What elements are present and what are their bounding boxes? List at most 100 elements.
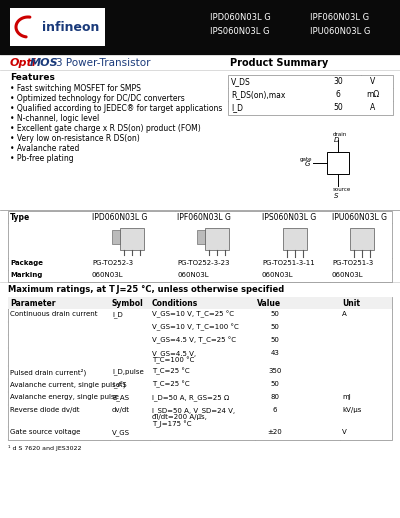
Text: • Fast switching MOSFET for SMPS: • Fast switching MOSFET for SMPS [10,84,141,93]
Text: I_AS: I_AS [112,381,127,388]
Bar [10,8,105,46]
Text: PG-TO252-3: PG-TO252-3 [92,260,133,266]
Text: • Pb-free plating: • Pb-free plating [10,154,74,163]
Text: IPD060N03L G: IPD060N03L G [92,213,147,222]
Text: MOS: MOS [30,58,59,68]
Text: • N-channel, logic level: • N-channel, logic level [10,114,99,123]
Text: G: G [304,161,310,167]
Text: 060N03L: 060N03L [262,272,294,278]
Text: 060N03L: 060N03L [332,272,364,278]
Text: 6: 6 [273,407,277,413]
Text: gate: gate [300,157,312,162]
Bar [350,228,374,250]
Text: ±20: ±20 [268,429,282,435]
Text: IPU060N03L G: IPU060N03L G [332,213,387,222]
Text: 3 Power-Transistor: 3 Power-Transistor [56,58,150,68]
Text: mJ: mJ [342,394,351,400]
Bar [283,228,307,250]
Text: I_SD=50 A, V_SD=24 V,: I_SD=50 A, V_SD=24 V, [152,407,235,414]
Text: 060N03L: 060N03L [177,272,209,278]
Text: ¹ d S 7620 and JES3022: ¹ d S 7620 and JES3022 [8,445,82,451]
Bar [8,211,392,282]
Text: • Avalanche rated: • Avalanche rated [10,144,79,153]
Text: Avalanche energy, single pulse: Avalanche energy, single pulse [10,394,119,400]
Text: I_D,pulse: I_D,pulse [112,368,144,375]
Text: IPF060N03L G: IPF060N03L G [310,13,369,22]
Text: I_D: I_D [112,311,123,318]
Bar [197,230,205,244]
Text: Symbol: Symbol [112,299,144,308]
Bar [8,297,392,309]
Bar [8,297,392,309]
Text: T_J=175 °C: T_J=175 °C [152,421,192,428]
Bar [205,228,229,250]
Text: • Excellent gate charge x R DS(on) product (FOM): • Excellent gate charge x R DS(on) produ… [10,124,201,133]
Text: T_C=25 °C: T_C=25 °C [152,368,190,376]
Text: IPF060N03L G: IPF060N03L G [177,213,231,222]
Text: Product Summary: Product Summary [230,58,328,68]
Text: T_C=25 °C: T_C=25 °C [152,381,190,388]
Text: Unit: Unit [342,299,360,308]
Text: Type: Type [10,213,30,222]
Text: source: source [333,187,351,192]
Text: Marking: Marking [10,272,42,278]
Text: E_AS: E_AS [112,394,129,401]
Text: Maximum ratings, at T J=25 °C, unless otherwise specified: Maximum ratings, at T J=25 °C, unless ot… [8,285,284,294]
Text: D: D [333,137,339,143]
Text: 50: 50 [270,324,280,330]
Text: infineon: infineon [42,21,99,34]
Text: drain: drain [333,132,347,137]
Text: Package: Package [10,260,43,266]
Text: V_GS=4.5 V, T_C=25 °C: V_GS=4.5 V, T_C=25 °C [152,337,236,344]
Text: di/dt=200 A/μs,: di/dt=200 A/μs, [152,414,207,420]
Text: A: A [342,311,347,317]
Bar [8,211,392,223]
Text: kV/μs: kV/μs [342,407,361,413]
Text: Avalanche current, single pulse²): Avalanche current, single pulse²) [10,381,126,388]
Text: Continuous drain current: Continuous drain current [10,311,98,317]
Bar [0,0,400,55]
Text: R_DS(on),max: R_DS(on),max [231,90,285,99]
Text: PG-TO251-3: PG-TO251-3 [332,260,373,266]
Text: • Very low on-resistance R DS(on): • Very low on-resistance R DS(on) [10,134,140,143]
Text: IPU060N03L G: IPU060N03L G [310,27,370,36]
Text: V_GS: V_GS [112,429,130,436]
Text: T_C=100 °C: T_C=100 °C [152,357,194,365]
Text: 43: 43 [270,350,280,356]
Text: • Optimized technology for DC/DC converters: • Optimized technology for DC/DC convert… [10,94,185,103]
Text: Value: Value [257,299,281,308]
Text: 30: 30 [333,77,343,86]
Bar [8,297,392,440]
Text: mΩ: mΩ [366,90,380,99]
Text: V_GS=10 V, T_C=100 °C: V_GS=10 V, T_C=100 °C [152,324,239,332]
Text: 50: 50 [270,311,280,317]
Text: A: A [370,103,376,112]
Text: 060N03L: 060N03L [92,272,124,278]
Bar [120,228,144,250]
Text: 50: 50 [333,103,343,112]
Text: Opti: Opti [10,58,37,68]
Bar [112,230,120,244]
Text: • Qualified according to JEDEC® for target applications: • Qualified according to JEDEC® for targ… [10,104,222,113]
Text: 50: 50 [270,381,280,387]
Text: PG-TO251-3-11: PG-TO251-3-11 [262,260,315,266]
Text: Conditions: Conditions [152,299,198,308]
Text: Features: Features [10,73,55,82]
Text: IPD060N03L G: IPD060N03L G [210,13,271,22]
Text: IPS060N03L G: IPS060N03L G [210,27,270,36]
Bar [327,152,349,174]
Text: Parameter: Parameter [10,299,56,308]
Text: Gate source voltage: Gate source voltage [10,429,80,435]
Text: PG-TO252-3-23: PG-TO252-3-23 [177,260,230,266]
Text: I_D: I_D [231,103,243,112]
Text: S: S [334,193,338,199]
Text: Reverse diode dv/dt: Reverse diode dv/dt [10,407,80,413]
Text: V_DS: V_DS [231,77,251,86]
Text: IPS060N03L G: IPS060N03L G [262,213,316,222]
Text: dv/dt: dv/dt [112,407,130,413]
Text: I_D=50 A, R_GS=25 Ω: I_D=50 A, R_GS=25 Ω [152,394,229,401]
Text: V: V [342,429,347,435]
Bar [228,75,393,115]
Text: ¯: ¯ [52,58,57,68]
Text: V_GS=4.5 V,: V_GS=4.5 V, [152,350,196,357]
